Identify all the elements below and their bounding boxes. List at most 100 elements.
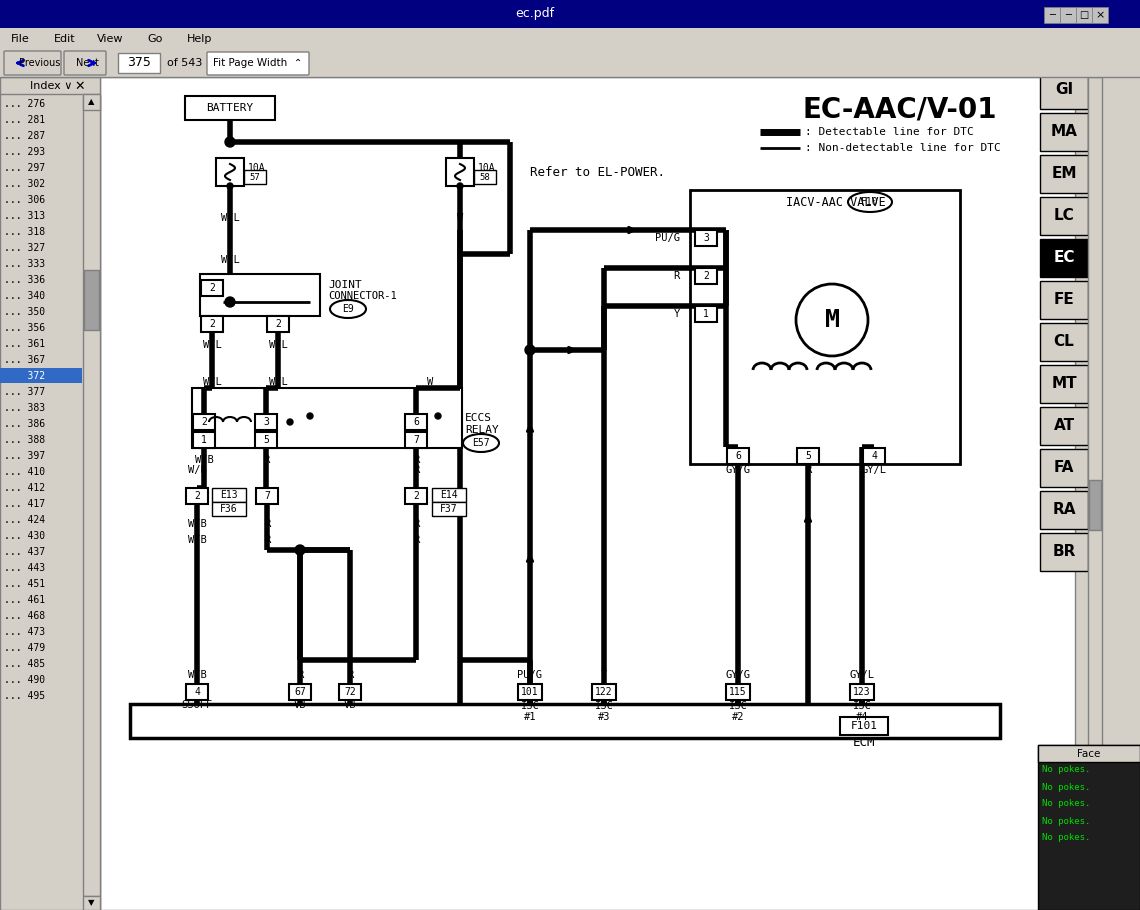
Bar	[119, 53, 160, 73]
Text: No pokes.: No pokes.	[1042, 800, 1090, 808]
Text: Next: Next	[76, 58, 99, 68]
Text: RELAY: RELAY	[465, 425, 499, 435]
Bar	[0, 28, 1140, 50]
Bar	[100, 77, 1075, 910]
Text: BATTERY: BATTERY	[206, 103, 253, 113]
Text: EC: EC	[1053, 250, 1075, 266]
Bar	[1040, 323, 1088, 361]
Bar	[432, 502, 466, 516]
Text: ECCS: ECCS	[465, 413, 492, 423]
Text: Fit Page Width  ⌃: Fit Page Width ⌃	[213, 58, 303, 68]
Bar	[797, 448, 819, 464]
Text: VB: VB	[344, 700, 356, 710]
Bar	[1039, 745, 1140, 910]
Text: ISC: ISC	[595, 701, 613, 711]
Text: VB: VB	[294, 700, 307, 710]
Text: ... 383: ... 383	[5, 403, 46, 413]
Text: ... 287: ... 287	[5, 131, 46, 141]
Text: 7: 7	[264, 491, 270, 501]
Bar	[592, 684, 616, 700]
Bar	[185, 96, 275, 120]
Text: 372: 372	[5, 371, 46, 381]
Text: ... 443: ... 443	[5, 563, 46, 573]
Text: E14: E14	[440, 490, 458, 500]
Text: 5: 5	[263, 435, 269, 445]
Text: : Non-detectable line for DTC: : Non-detectable line for DTC	[805, 143, 1001, 153]
Bar	[727, 448, 749, 464]
Text: 5: 5	[805, 451, 811, 461]
Text: ... 495: ... 495	[5, 691, 46, 701]
Text: W/L: W/L	[221, 213, 239, 223]
Text: Index ∨: Index ∨	[30, 81, 72, 91]
Text: W: W	[457, 213, 463, 223]
Bar	[186, 488, 207, 504]
Bar	[518, 684, 542, 700]
Bar	[130, 704, 1000, 738]
Bar	[405, 488, 428, 504]
Bar	[446, 158, 474, 186]
Bar	[0, 368, 82, 383]
Text: GI: GI	[1054, 83, 1073, 97]
Text: 2: 2	[209, 319, 215, 329]
Text: 3: 3	[263, 417, 269, 427]
Text: F36: F36	[220, 504, 238, 514]
Text: Face: Face	[1077, 749, 1101, 759]
Text: ... 350: ... 350	[5, 307, 46, 317]
Text: ... 276: ... 276	[5, 99, 46, 109]
Text: M: M	[824, 308, 839, 332]
Text: ... 437: ... 437	[5, 547, 46, 557]
Bar	[695, 268, 717, 284]
Text: W/L: W/L	[203, 377, 221, 387]
Text: R: R	[413, 535, 420, 545]
Text: ... 361: ... 361	[5, 339, 46, 349]
Bar	[193, 432, 215, 448]
Text: 4: 4	[194, 687, 199, 697]
Text: 2: 2	[275, 319, 280, 329]
Text: W/L: W/L	[269, 377, 287, 387]
Bar	[695, 306, 717, 322]
Bar	[1040, 71, 1088, 109]
Text: 375: 375	[127, 56, 150, 69]
Text: 1: 1	[201, 435, 207, 445]
Text: 115: 115	[730, 687, 747, 697]
Circle shape	[227, 183, 233, 189]
Text: Y: Y	[674, 309, 679, 319]
Text: BR: BR	[1052, 544, 1076, 560]
Bar	[244, 170, 266, 184]
Bar	[339, 684, 361, 700]
Text: ... 479: ... 479	[5, 643, 46, 653]
Text: #4: #4	[856, 712, 869, 722]
Circle shape	[435, 413, 441, 419]
Text: ECM: ECM	[853, 735, 876, 749]
Text: Refer to EL-POWER.: Refer to EL-POWER.	[530, 166, 665, 178]
Circle shape	[295, 545, 306, 555]
Text: ... 410: ... 410	[5, 467, 46, 477]
Text: Help: Help	[187, 34, 213, 44]
Text: 2: 2	[703, 271, 709, 281]
Text: ✕: ✕	[75, 79, 86, 93]
Text: 2: 2	[413, 491, 418, 501]
Bar	[1040, 365, 1088, 403]
Text: W/L: W/L	[269, 340, 287, 350]
Text: R: R	[263, 455, 269, 465]
Text: #2: #2	[732, 712, 744, 722]
Circle shape	[307, 413, 314, 419]
Circle shape	[526, 345, 535, 355]
Text: AT: AT	[1053, 419, 1075, 433]
Bar	[1040, 281, 1088, 319]
Bar	[212, 502, 246, 516]
Text: CONNECTOR-1: CONNECTOR-1	[328, 291, 397, 301]
Bar	[1076, 7, 1092, 23]
Bar	[695, 230, 717, 246]
Bar	[1040, 155, 1088, 193]
Bar	[83, 94, 100, 110]
Bar	[1092, 7, 1108, 23]
Bar	[0, 77, 100, 910]
FancyBboxPatch shape	[5, 51, 62, 75]
Text: ... 367: ... 367	[5, 355, 46, 365]
Text: ... 412: ... 412	[5, 483, 46, 493]
Text: R: R	[413, 519, 420, 529]
Text: FA: FA	[1053, 460, 1074, 476]
Circle shape	[287, 419, 293, 425]
Text: 123: 123	[853, 687, 871, 697]
